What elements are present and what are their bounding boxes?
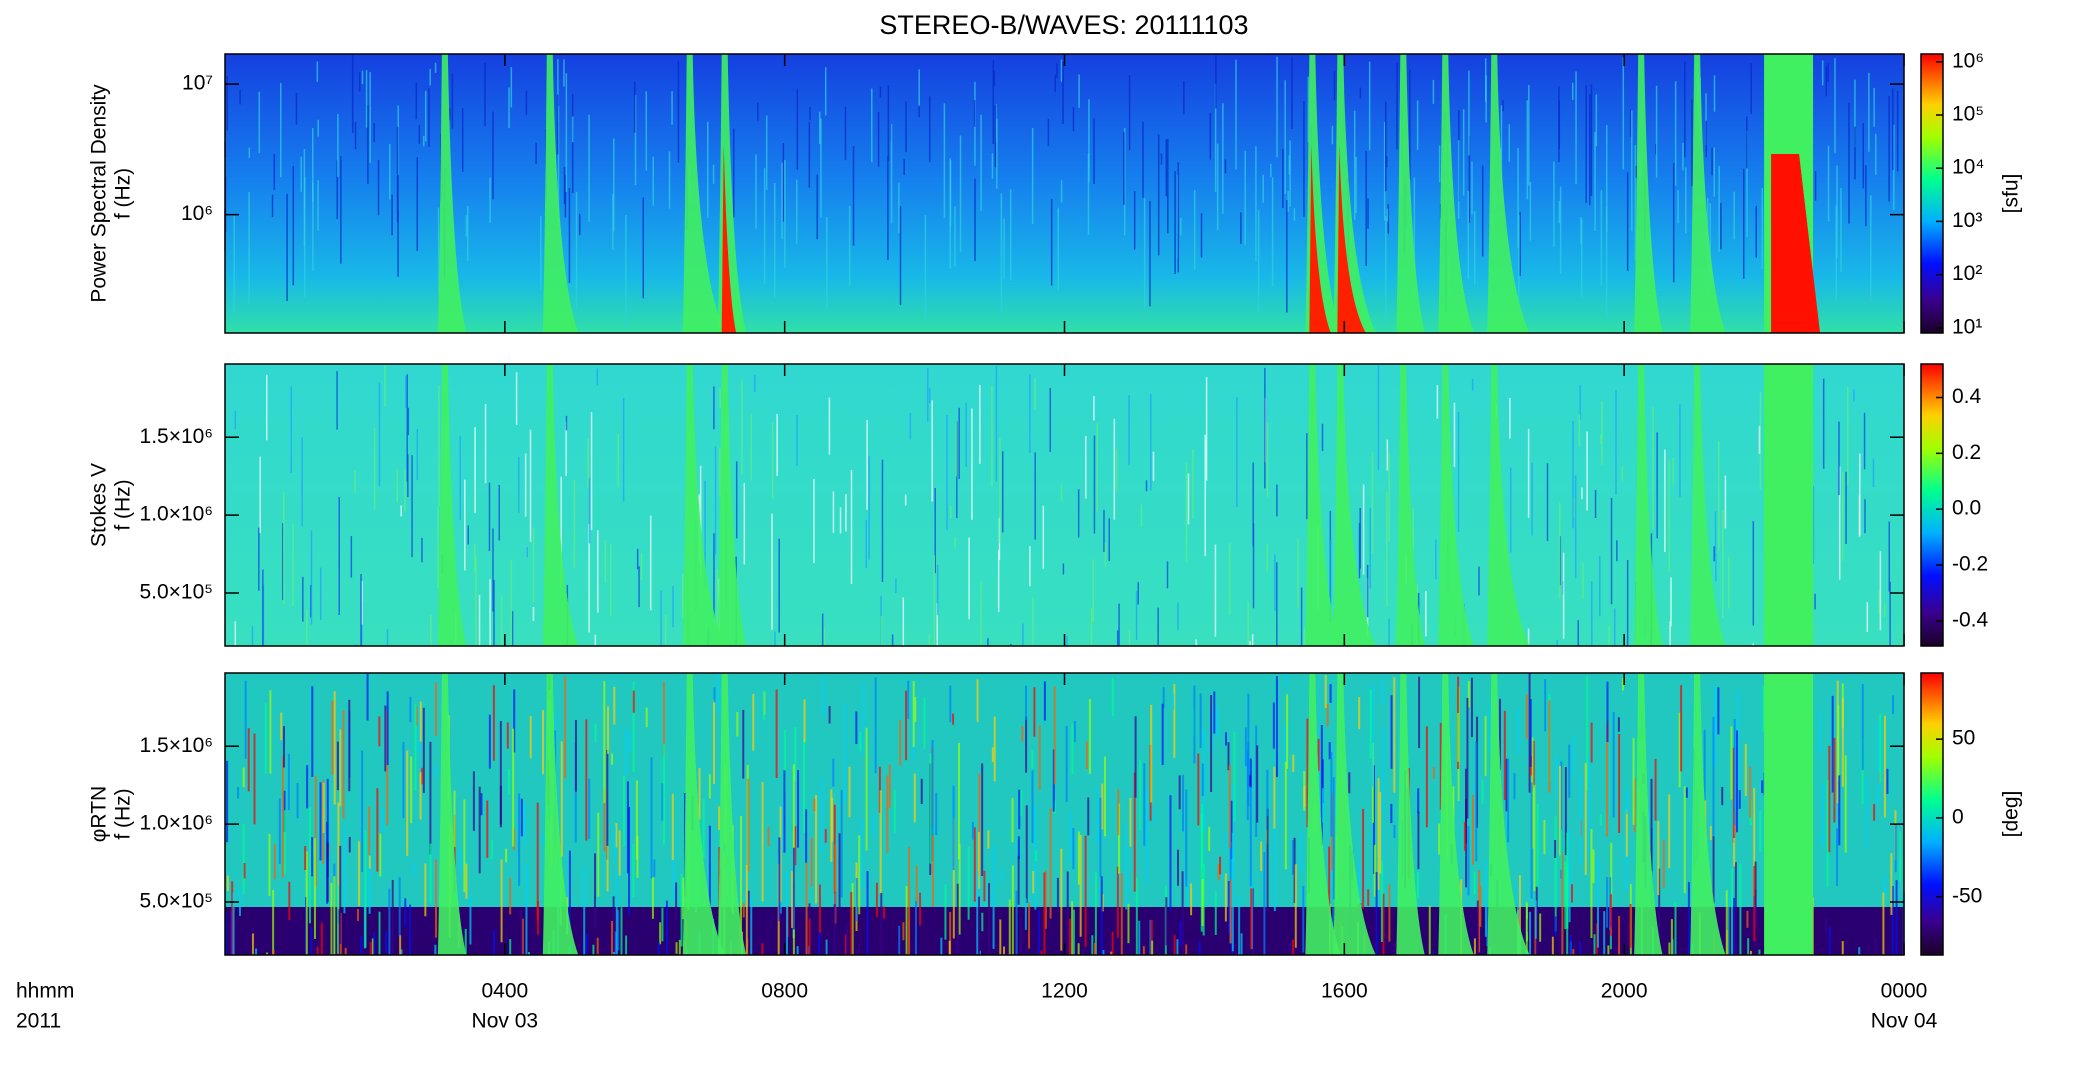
image-burst xyxy=(717,364,747,646)
image-burst-core xyxy=(1771,154,1821,333)
image-burst xyxy=(1690,673,1726,955)
colorbar-tick-label: 10⁴ xyxy=(1952,156,1984,179)
x-tick-label: 0800 xyxy=(761,980,808,1003)
colorbar-tick-label: 0.0 xyxy=(1952,497,1981,520)
colorbar-label: [sfu] xyxy=(2000,174,2023,214)
image-burst xyxy=(1305,364,1341,646)
image-burst xyxy=(437,364,467,646)
y-tick-label: 10⁷ xyxy=(182,72,213,95)
image-background xyxy=(225,364,1904,646)
image-burst xyxy=(1396,673,1425,955)
image-burst xyxy=(437,54,467,333)
image-burst xyxy=(1305,673,1341,955)
image-background xyxy=(225,54,1904,333)
y-axis-label: f (Hz) xyxy=(112,479,135,530)
colorbar xyxy=(1920,53,1944,334)
y-tick-label: 1.5×10⁶ xyxy=(140,734,213,757)
x-tick-label: 2000 xyxy=(1601,980,1648,1003)
y-tick-label: 1.5×10⁶ xyxy=(140,425,213,448)
colorbar-label: [deg] xyxy=(2000,791,2023,838)
image-burst xyxy=(682,673,726,955)
y-axis-label: f (Hz) xyxy=(112,788,135,839)
y-axis-label: Stokes V xyxy=(88,463,111,547)
x-tick-label: 0000 xyxy=(1881,980,1928,1003)
image-burst xyxy=(542,54,579,333)
x-axis-label: hhmm xyxy=(16,980,74,1003)
colorbar-tick-label: -0.2 xyxy=(1952,553,1988,576)
colorbar-tick-label: 10³ xyxy=(1952,209,1982,232)
colorbar-tick-label: -0.4 xyxy=(1952,608,1989,631)
image-burst xyxy=(682,54,726,333)
image-burst xyxy=(542,673,579,955)
colorbar-tick-label: 0.4 xyxy=(1952,385,1982,408)
colorbar-tick-label: 10⁶ xyxy=(1952,49,1984,72)
colorbar-tick-label: 0 xyxy=(1952,805,1964,828)
colorbar-tick-label: 50 xyxy=(1952,727,1975,750)
x-tick-label: 1200 xyxy=(1041,980,1088,1003)
image-burst-wide xyxy=(1764,673,1814,955)
image-burst xyxy=(1487,54,1530,333)
image-burst xyxy=(1690,54,1726,333)
image-burst xyxy=(1396,54,1425,333)
image-burst xyxy=(1438,54,1474,333)
image-burst xyxy=(1634,54,1663,333)
image-burst-wide xyxy=(1764,364,1814,646)
y-tick-label: 1.0×10⁶ xyxy=(140,812,213,835)
colorbar xyxy=(1920,672,1944,956)
image-burst xyxy=(1438,673,1474,955)
date-label: Nov 03 xyxy=(472,1010,539,1033)
colorbar-tick-label: -50 xyxy=(1952,884,1982,907)
x-tick-label: 0400 xyxy=(481,980,528,1003)
colorbar-tick-label: 10¹ xyxy=(1952,315,1982,338)
image-burst xyxy=(1690,364,1726,646)
image-burst-core xyxy=(1309,144,1331,333)
image-burst xyxy=(1333,364,1376,646)
image-burst xyxy=(1487,364,1530,646)
y-tick-label: 5.0×10⁵ xyxy=(139,581,213,604)
x-tick-label: 1600 xyxy=(1321,980,1368,1003)
y-axis-label: φRTN xyxy=(88,786,111,842)
image-burst xyxy=(1396,364,1425,646)
y-axis-label: Power Spectral Density xyxy=(88,84,111,303)
image-burst xyxy=(542,364,579,646)
y-tick-label: 10⁶ xyxy=(181,202,213,225)
image-burst-core xyxy=(1337,144,1366,333)
image-burst xyxy=(437,673,467,955)
spectrogram-image xyxy=(224,54,1904,333)
spectrogram-image xyxy=(225,364,1904,646)
colorbar-tick-label: 10⁵ xyxy=(1952,103,1984,126)
image-burst xyxy=(682,364,726,646)
image-burst xyxy=(1634,673,1663,955)
y-tick-label: 1.0×10⁶ xyxy=(140,503,213,526)
image-burst xyxy=(1438,364,1474,646)
y-tick-label: 5.0×10⁵ xyxy=(139,890,213,913)
image-burst xyxy=(1333,673,1376,955)
image-burst xyxy=(717,673,747,955)
spectrogram-image xyxy=(225,673,1905,955)
colorbar xyxy=(1920,363,1944,647)
y-axis-label: f (Hz) xyxy=(112,168,135,219)
image-burst-core xyxy=(721,144,737,333)
colorbar-tick-label: 0.2 xyxy=(1952,441,1981,464)
image-burst xyxy=(1634,364,1663,646)
image-burst xyxy=(1487,673,1530,955)
colorbar-tick-label: 10² xyxy=(1952,262,1982,285)
chart-title: STEREO-B/WAVES: 20111103 xyxy=(879,10,1248,40)
x-axis-label: 2011 xyxy=(16,1010,61,1033)
date-label: Nov 04 xyxy=(1871,1010,1938,1033)
